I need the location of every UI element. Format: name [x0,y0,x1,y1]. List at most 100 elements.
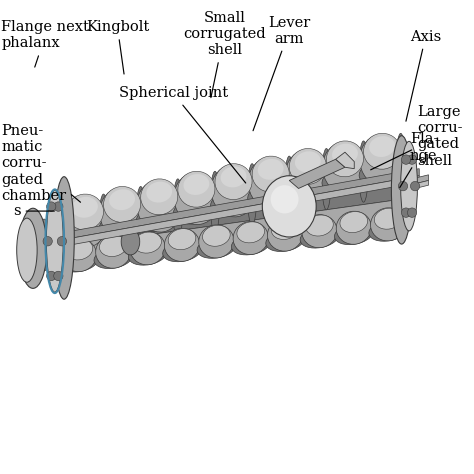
Ellipse shape [258,159,283,180]
Polygon shape [66,162,401,246]
Ellipse shape [54,177,74,299]
Ellipse shape [302,215,337,248]
Ellipse shape [392,136,412,244]
Ellipse shape [19,208,47,288]
Ellipse shape [168,228,196,250]
Ellipse shape [215,164,252,200]
Ellipse shape [369,219,408,241]
Polygon shape [66,199,401,261]
Ellipse shape [199,225,234,258]
Ellipse shape [137,181,182,232]
Ellipse shape [285,150,330,202]
Ellipse shape [17,218,37,282]
Text: Large
corru-
gated
shell: Large corru- gated shell [371,105,463,170]
Ellipse shape [72,197,98,218]
Polygon shape [336,152,354,169]
Ellipse shape [247,164,257,225]
Ellipse shape [164,228,200,261]
Ellipse shape [96,235,131,268]
Ellipse shape [408,155,417,164]
Ellipse shape [61,238,97,272]
Ellipse shape [323,143,367,194]
Text: Fla-
nge: Fla- nge [400,132,438,188]
Ellipse shape [401,155,410,164]
Ellipse shape [174,173,219,225]
Ellipse shape [163,240,201,262]
Ellipse shape [99,194,108,255]
Polygon shape [289,159,345,189]
Ellipse shape [62,219,108,247]
Ellipse shape [369,136,395,157]
Ellipse shape [300,227,339,248]
Ellipse shape [262,176,316,237]
Ellipse shape [136,186,146,248]
Ellipse shape [371,208,406,241]
Ellipse shape [202,225,230,246]
Ellipse shape [146,182,172,202]
Text: Kingbolt: Kingbolt [86,20,149,74]
Ellipse shape [266,230,304,252]
Text: Pneu-
matic
corru-
gated
chamber: Pneu- matic corru- gated chamber [1,124,81,203]
Ellipse shape [233,221,268,255]
Text: Spherical joint: Spherical joint [118,86,246,183]
Ellipse shape [374,208,402,229]
Ellipse shape [37,219,51,271]
Ellipse shape [364,133,401,169]
Ellipse shape [178,171,215,207]
Ellipse shape [137,204,182,232]
Ellipse shape [267,218,303,251]
Ellipse shape [359,159,405,186]
Ellipse shape [94,247,133,269]
Ellipse shape [43,237,52,246]
Polygon shape [401,181,428,192]
Ellipse shape [248,158,293,210]
Ellipse shape [210,171,219,233]
Ellipse shape [360,135,404,186]
Ellipse shape [65,239,93,260]
Ellipse shape [285,174,331,201]
Ellipse shape [220,166,246,187]
Ellipse shape [173,197,219,224]
Ellipse shape [284,156,294,218]
Ellipse shape [408,208,417,218]
Ellipse shape [109,189,135,210]
Ellipse shape [130,232,165,265]
Ellipse shape [141,179,178,215]
Ellipse shape [248,182,294,209]
Polygon shape [401,175,428,187]
Ellipse shape [322,166,368,194]
Ellipse shape [46,202,56,211]
Ellipse shape [332,144,358,164]
Ellipse shape [401,208,410,218]
Ellipse shape [271,185,299,213]
Text: Lever
arm: Lever arm [253,16,310,131]
Ellipse shape [46,191,63,292]
Ellipse shape [100,236,127,256]
Ellipse shape [327,141,364,177]
Ellipse shape [210,189,256,217]
Ellipse shape [99,212,145,239]
Text: Axis: Axis [406,30,441,121]
Ellipse shape [63,196,107,247]
Ellipse shape [121,228,140,255]
Ellipse shape [54,271,63,281]
Ellipse shape [66,194,103,230]
Ellipse shape [359,141,368,202]
Ellipse shape [173,179,182,240]
Text: s: s [13,204,55,218]
Ellipse shape [336,211,372,244]
Ellipse shape [271,219,299,239]
Ellipse shape [128,244,167,265]
Ellipse shape [231,233,270,255]
Text: Flange next
phalanx: Flange next phalanx [1,20,89,67]
Ellipse shape [134,232,162,253]
Ellipse shape [103,186,141,222]
Ellipse shape [322,148,331,210]
Ellipse shape [306,215,333,236]
Ellipse shape [340,211,368,233]
Ellipse shape [60,250,98,272]
Ellipse shape [398,182,408,191]
Ellipse shape [396,133,405,195]
Ellipse shape [197,237,236,258]
Ellipse shape [335,223,373,245]
